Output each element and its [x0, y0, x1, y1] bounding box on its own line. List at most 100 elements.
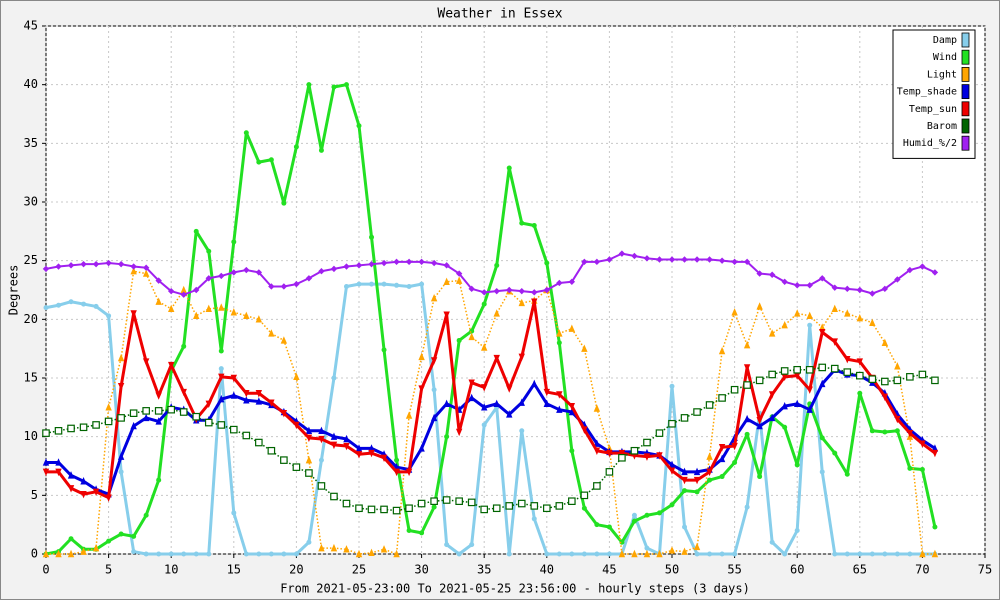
point	[556, 279, 563, 287]
point	[205, 304, 212, 312]
point	[231, 510, 237, 516]
point	[517, 499, 526, 508]
point	[506, 165, 512, 171]
point	[593, 404, 601, 412]
point	[755, 376, 764, 385]
point	[380, 505, 388, 514]
y-tick-label: 35	[24, 136, 38, 150]
point	[306, 82, 312, 88]
point	[192, 412, 201, 421]
point	[931, 444, 939, 452]
point	[519, 220, 525, 226]
point	[330, 432, 338, 440]
point	[568, 278, 576, 285]
point	[906, 266, 914, 274]
point	[430, 497, 438, 506]
point	[568, 497, 576, 506]
point	[819, 275, 826, 282]
point	[669, 502, 675, 508]
point	[243, 311, 250, 320]
point	[467, 498, 476, 507]
point	[668, 460, 676, 469]
point	[205, 275, 212, 282]
point	[381, 281, 387, 287]
point	[918, 370, 927, 379]
point	[618, 453, 626, 462]
legend-label: Humid_%/2	[903, 138, 957, 149]
point	[92, 543, 100, 552]
legend-swatch	[961, 118, 970, 134]
point	[468, 379, 475, 387]
point	[881, 393, 889, 401]
point	[392, 506, 401, 515]
point	[805, 365, 814, 374]
point	[931, 549, 939, 558]
point	[218, 348, 224, 354]
point	[243, 130, 249, 136]
point	[468, 393, 475, 402]
point	[480, 505, 489, 514]
point	[179, 408, 188, 416]
point	[782, 424, 788, 430]
point	[142, 264, 150, 271]
x-tick-label: 0	[42, 563, 49, 577]
point	[343, 283, 349, 289]
point	[67, 471, 75, 479]
point	[794, 462, 800, 468]
point	[92, 260, 100, 268]
point	[493, 309, 500, 317]
point	[906, 429, 914, 438]
point	[682, 524, 688, 530]
point	[743, 414, 751, 423]
point	[819, 435, 825, 441]
point	[643, 438, 651, 447]
point	[318, 435, 325, 444]
point	[380, 545, 388, 553]
point	[205, 400, 212, 409]
point	[706, 468, 713, 477]
point	[268, 157, 274, 163]
point	[317, 482, 326, 490]
point	[618, 250, 626, 257]
point	[355, 549, 363, 558]
point	[267, 446, 276, 455]
point	[356, 123, 362, 129]
point	[368, 444, 375, 452]
point	[356, 281, 362, 287]
point	[506, 551, 512, 557]
point	[718, 346, 726, 355]
x-tick-label: 45	[602, 563, 616, 577]
point	[393, 258, 400, 266]
point	[268, 329, 275, 337]
point	[819, 379, 826, 388]
point	[769, 539, 775, 545]
point	[369, 281, 375, 287]
point	[756, 421, 763, 430]
point	[506, 286, 513, 294]
point	[744, 504, 750, 510]
point	[556, 340, 562, 346]
point	[456, 337, 462, 343]
point	[180, 388, 187, 397]
point	[469, 542, 475, 548]
x-tick-label: 5	[105, 563, 112, 577]
point	[293, 372, 300, 381]
y-tick-label: 45	[24, 19, 38, 33]
point	[732, 459, 738, 465]
point	[455, 276, 463, 284]
point	[117, 383, 125, 391]
point	[193, 228, 199, 234]
point	[181, 343, 187, 349]
point	[643, 549, 651, 558]
point	[280, 410, 288, 418]
point	[844, 551, 850, 557]
point	[732, 551, 738, 557]
point	[794, 282, 801, 289]
point	[443, 399, 450, 408]
point	[931, 376, 939, 385]
point	[781, 401, 788, 410]
point	[67, 485, 75, 493]
point	[869, 428, 875, 434]
point	[781, 373, 788, 382]
point	[369, 234, 375, 240]
